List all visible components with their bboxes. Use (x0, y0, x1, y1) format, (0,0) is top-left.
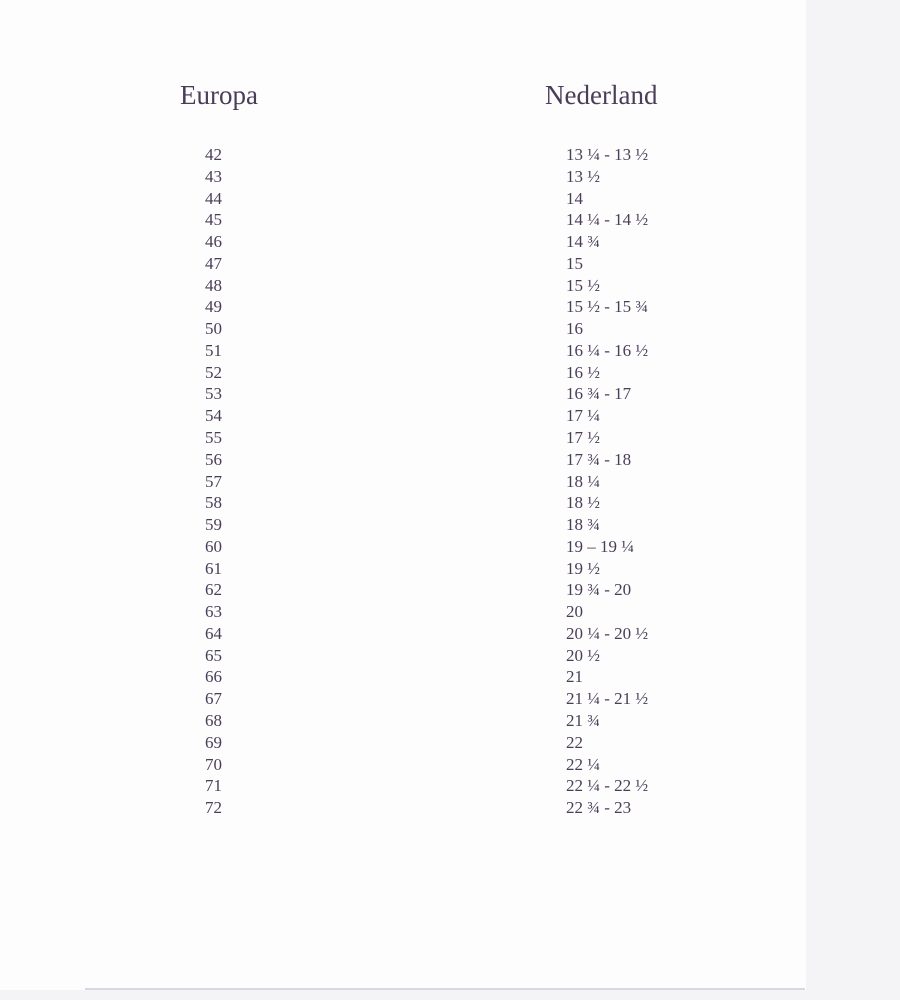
europa-size-cell: 42 (205, 145, 222, 164)
europa-size-cell: 50 (205, 319, 222, 339)
europa-size-cell: 72 (205, 798, 222, 818)
nederland-size-cell: 21 ¼ - 21 ½ (566, 689, 649, 709)
europa-size-cell: 46 (205, 232, 222, 252)
europa-size-cell: 49 (205, 297, 222, 317)
europa-size-cell: 63 (205, 602, 222, 622)
nederland-size-cell: 15 ½ - 15 ¾ (566, 297, 649, 317)
nederland-size-cell: 14 ¼ - 14 ½ (566, 210, 649, 230)
europa-size-cell: 71 (205, 776, 222, 796)
europa-size-cell: 52 (205, 362, 222, 382)
europa-size-cell: 61 (205, 558, 222, 578)
nederland-size-cell: 15 (566, 253, 583, 273)
europa-size-cell: 57 (205, 471, 222, 491)
nederland-size-cell: 14 (566, 188, 583, 208)
europa-size-cell: 55 (205, 428, 222, 447)
europa-size-cell: 58 (205, 493, 222, 513)
paper-page: Europa Nederland 42 13 ¼ - 13 ½ 43 13 ½ 44 14… (180, 80, 658, 818)
column-header-nederland: Nederland (545, 80, 658, 110)
europa-size-cell: 69 (205, 732, 222, 752)
nederland-size-cell: 22 ¼ - 22 ½ (566, 776, 649, 796)
nederland-size-cell: 18 ¾ (566, 515, 600, 535)
europa-size-cell: 53 (205, 384, 222, 404)
europa-size-cell: 45 (205, 210, 222, 230)
europa-size-cell: 70 (205, 754, 222, 774)
europa-size-cell: 59 (205, 515, 222, 535)
nederland-size-cell: 13 ½ (566, 166, 600, 186)
nederland-size-cell: 14 ¾ (566, 232, 600, 252)
nederland-size-cell: 17 ½ (566, 428, 600, 447)
europa-size-cell: 67 (205, 689, 222, 709)
europa-size-cell: 65 (205, 645, 222, 665)
nederland-size-cell: 22 ¾ - 23 (566, 798, 632, 818)
nederland-size-cell: 16 ¼ - 16 ½ (566, 340, 649, 360)
nederland-size-cell: 19 ¾ - 20 (566, 580, 632, 600)
nederland-size-cell: 16 ¾ - 17 (566, 384, 632, 404)
europa-size-cell: 56 (205, 449, 222, 469)
nederland-size-cell: 20 (566, 602, 583, 622)
nederland-size-cell: 22 (566, 732, 583, 752)
europa-size-cell: 47 (205, 253, 222, 273)
nederland-size-cell: 16 (566, 319, 583, 339)
europa-size-cell: 48 (205, 275, 222, 295)
europa-size-cell: 68 (205, 711, 222, 731)
europa-size-cell: 60 (205, 536, 222, 556)
nederland-size-cell: 16 ½ (566, 362, 600, 382)
nederland-size-cell: 15 ½ (566, 275, 600, 295)
nederland-size-cell: 20 ¼ - 20 ½ (566, 623, 649, 643)
europa-size-cell: 62 (205, 580, 222, 600)
nederland-size-cell: 13 ¼ - 13 ½ (566, 145, 649, 164)
nederland-size-cell: 19 ½ (566, 558, 600, 578)
europa-size-cell: 51 (205, 340, 222, 360)
nederland-size-cell: 17 ¾ - 18 (566, 449, 632, 469)
nederland-size-cell: 19 – 19 ¼ (566, 536, 634, 556)
nederland-size-cell: 17 ¼ (566, 406, 600, 426)
europa-size-cell: 44 (205, 188, 222, 208)
nederland-size-cell: 22 ¼ (566, 754, 600, 774)
nederland-size-cell: 18 ¼ (566, 471, 600, 491)
paper-edge (85, 988, 805, 990)
europa-size-cell: 43 (205, 166, 222, 186)
nederland-size-cell: 18 ½ (566, 493, 600, 513)
column-header-europa: Europa (180, 80, 258, 110)
europa-size-cell: 66 (205, 667, 222, 687)
nederland-size-cell: 21 ¾ (566, 711, 600, 731)
europa-size-cell: 64 (205, 623, 222, 643)
nederland-size-cell: 21 (566, 667, 583, 687)
europa-size-cell: 54 (205, 406, 222, 426)
nederland-size-cell: 20 ½ (566, 645, 600, 665)
